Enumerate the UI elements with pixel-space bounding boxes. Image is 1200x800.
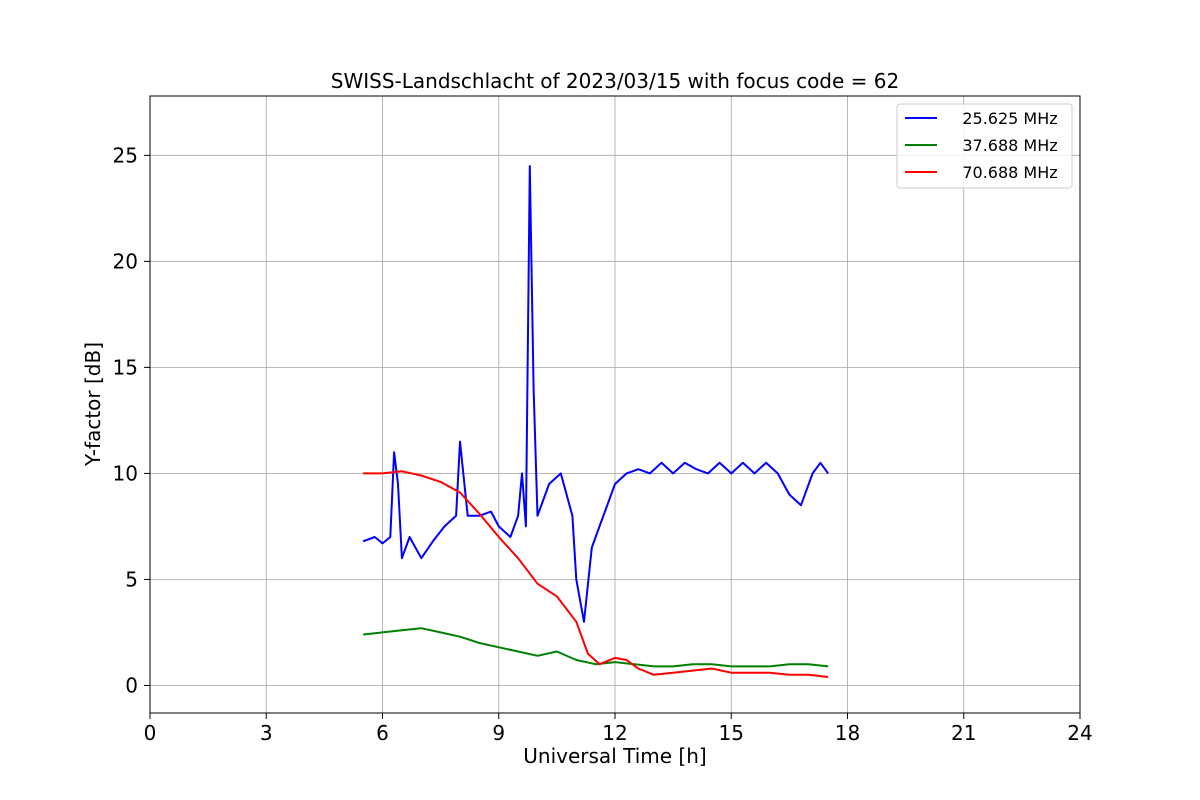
x-tick-label: 12 [602,721,627,745]
y-tick-label: 25 [113,143,138,167]
x-tick-label: 0 [144,721,157,745]
series-line-70-688-mhz [363,470,829,678]
y-tick-label: 10 [113,461,138,485]
y-tick-label: 5 [125,567,138,591]
y-tick-label: 15 [113,355,138,379]
series-layer [362,165,829,678]
x-tick-label: 9 [492,721,505,745]
legend-label: 25.625 MHz [962,109,1057,128]
y-axis-label: Y-factor [dB] [81,342,105,467]
y-tick-label: 20 [113,249,138,273]
x-tick-label: 15 [719,721,744,745]
legend: 25.625 MHz 37.688 MHz 70.688 MHz [896,103,1073,189]
legend-items: 25.625 MHz 37.688 MHz 70.688 MHz [905,109,1058,182]
legend-box [896,103,1073,189]
legend-label: 37.688 MHz [962,136,1057,155]
x-tick-label: 6 [376,721,389,745]
y-axis-ticks: 0 5 10 15 20 25 [113,143,150,697]
x-tick-label: 24 [1067,721,1092,745]
x-tick-label: 18 [835,721,860,745]
chart-title: SWISS-Landschlacht of 2023/03/15 with fo… [331,69,899,93]
series-line-25-625-mhz [362,165,829,623]
series-line-37-688-mhz [362,627,829,668]
x-tick-label: 3 [260,721,273,745]
y-tick-label: 0 [125,673,138,697]
x-axis-label: Universal Time [h] [523,744,706,768]
x-axis-ticks: 0 3 6 9 12 15 18 21 24 [144,713,1093,745]
x-tick-label: 21 [951,721,976,745]
legend-label: 70.688 MHz [962,163,1057,182]
